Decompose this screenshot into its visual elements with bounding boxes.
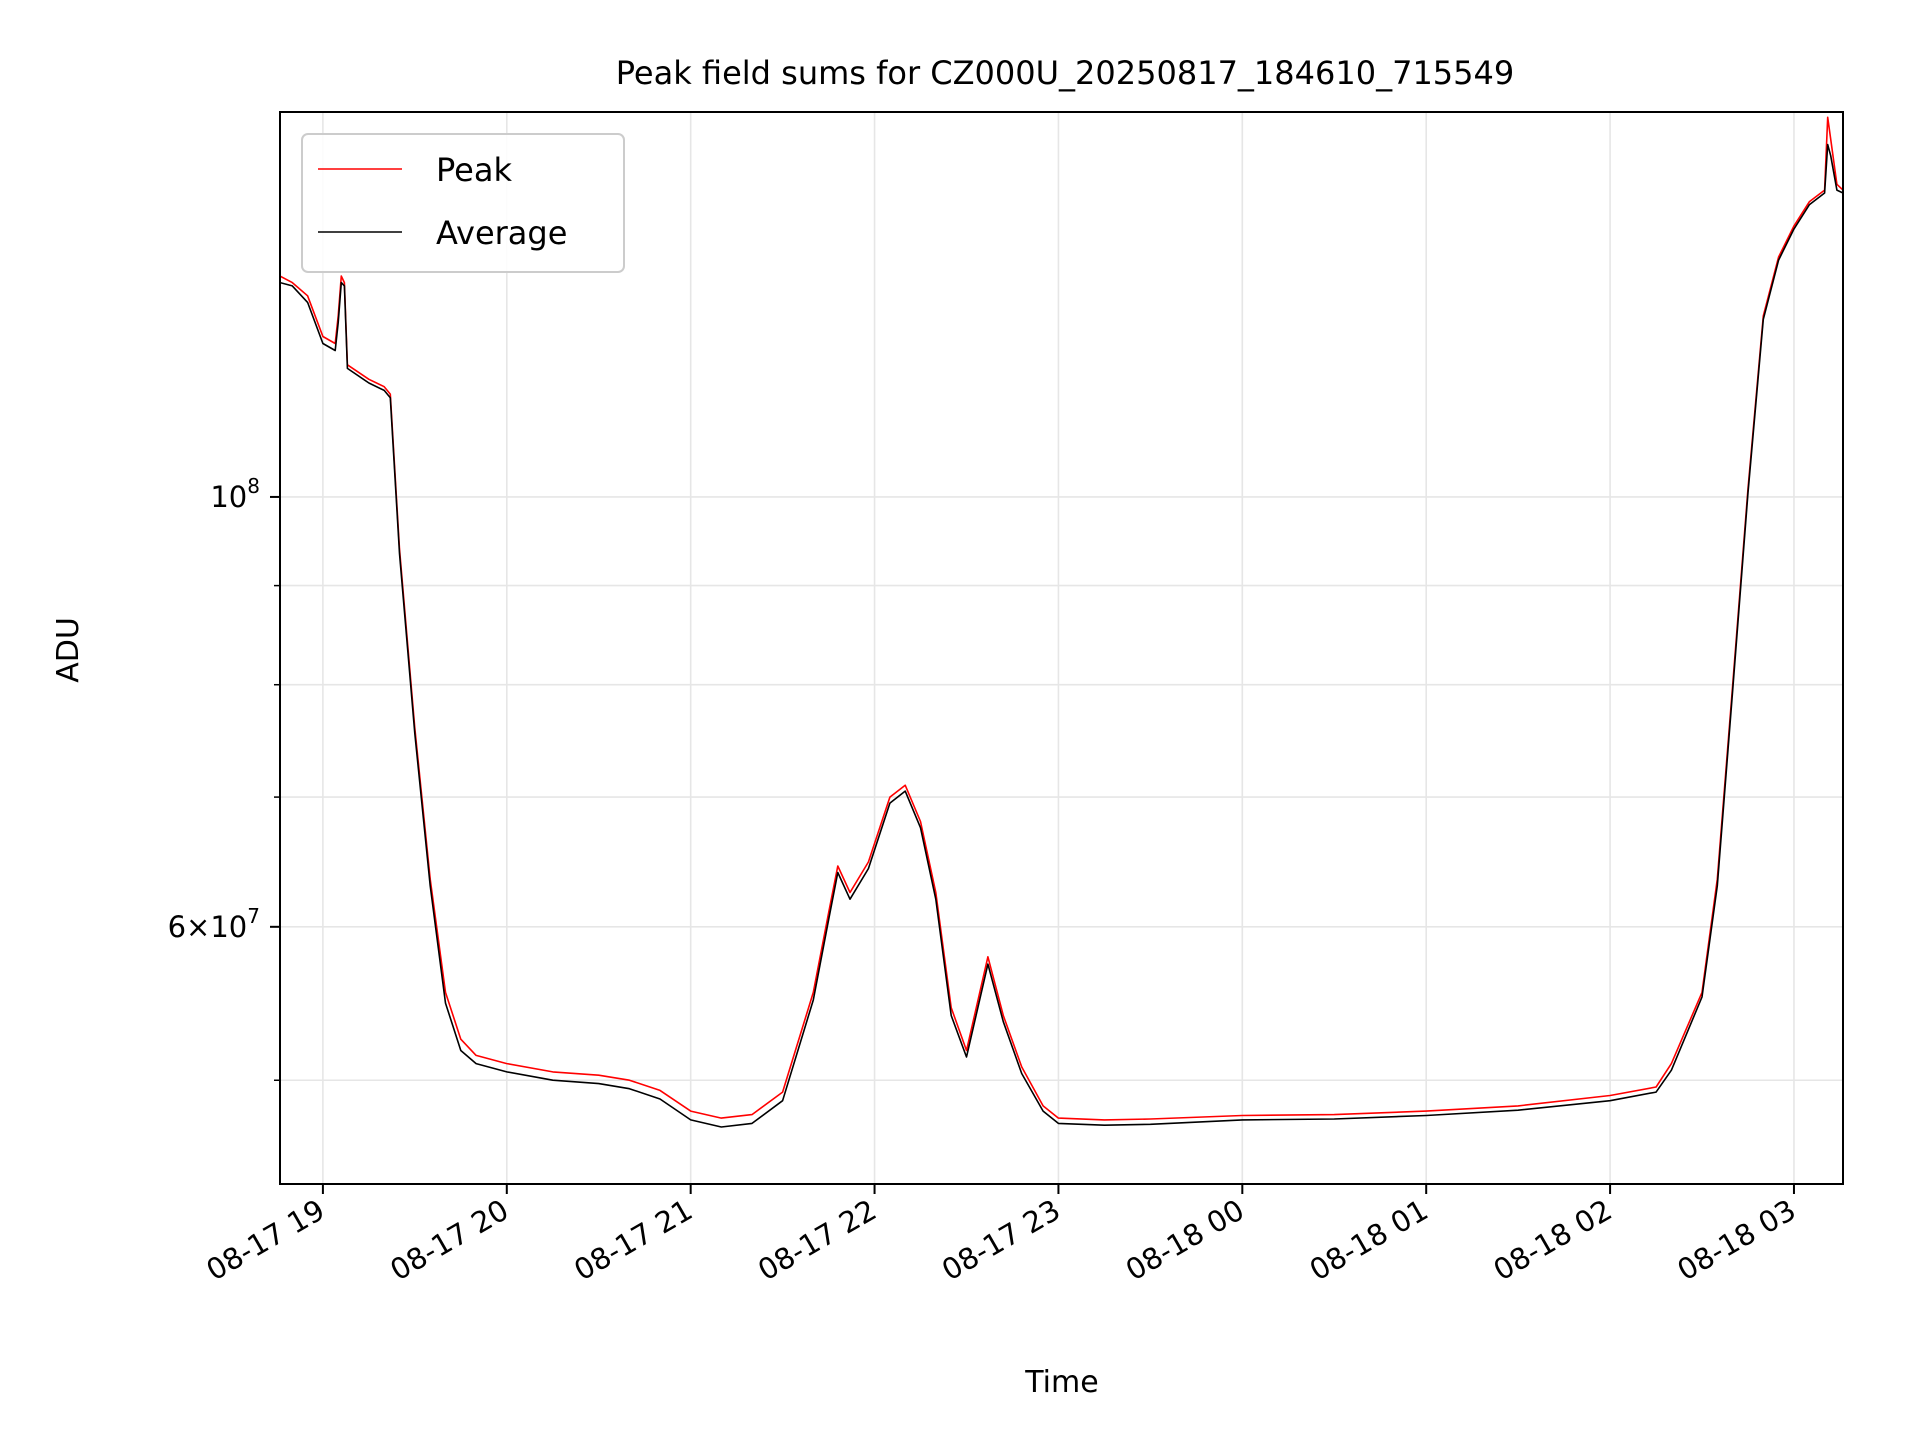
legend: Peak Average: [301, 133, 625, 273]
y-tick-label: 108: [210, 474, 260, 514]
series-line-average: [280, 143, 1843, 1128]
y-axis-ticks: 6×107 108: [168, 474, 280, 1081]
legend-label-peak: Peak: [436, 151, 512, 189]
grid-lines: [280, 112, 1843, 1184]
chart-title: Peak field sums for CZ000U_20250817_1846…: [616, 54, 1514, 92]
legend-label-average: Average: [436, 214, 567, 252]
plot-frame: [279, 111, 1844, 1185]
series-layer: [280, 116, 1843, 1128]
x-axis-label: Time: [1024, 1365, 1098, 1400]
y-axis-label: ADU: [51, 617, 86, 683]
y-tick-label: 6×107: [168, 904, 260, 944]
